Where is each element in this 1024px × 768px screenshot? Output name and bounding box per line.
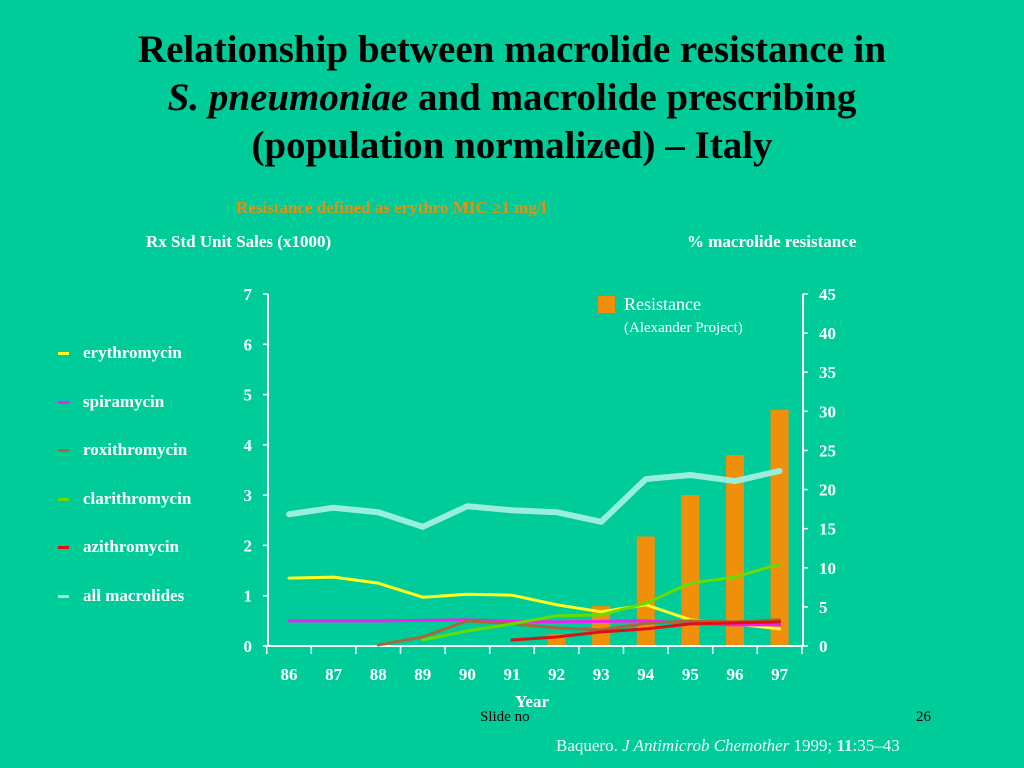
legend-item-azithromycin: azithromycin <box>58 537 191 586</box>
resistance-legend-swatch <box>598 296 615 313</box>
legend-swatch-spiramycin <box>58 400 69 404</box>
title-line-2-rest: and macrolide prescribing <box>408 76 857 119</box>
slide-title: Relationship between macrolide resistanc… <box>0 26 1024 170</box>
slide-number-label: Slide no <box>480 709 530 725</box>
left-tick-label-3: 3 <box>244 486 253 505</box>
citation-author: Baquero. <box>556 736 623 755</box>
x-tick-label-89: 89 <box>414 665 431 684</box>
citation-volume: 11 <box>836 736 853 755</box>
legend-swatch-azithromycin <box>58 546 69 550</box>
x-tick-label-96: 96 <box>727 665 744 684</box>
left-axis-title: Rx Std Unit Sales (x1000) <box>146 232 332 251</box>
right-tick-label-45: 45 <box>819 285 836 304</box>
right-tick-label-25: 25 <box>819 441 836 460</box>
right-tick-label-15: 15 <box>819 520 836 539</box>
legend-item-clarithromycin: clarithromycin <box>58 489 191 538</box>
x-tick-label-90: 90 <box>459 665 476 684</box>
citation-year: 1999; <box>789 736 837 755</box>
legend-item-roxithromycin: roxithromycin <box>58 440 191 489</box>
x-tick-label-91: 91 <box>504 665 521 684</box>
legend-swatch-roxithromycin <box>58 449 69 453</box>
series-legend: erythromycin spiramycin roxithromycin cl… <box>58 343 191 635</box>
right-tick-label-30: 30 <box>819 402 836 421</box>
x-tick-label-86: 86 <box>281 665 298 684</box>
x-tick-label-97: 97 <box>771 665 789 684</box>
x-tick-label-92: 92 <box>548 665 565 684</box>
series-line-roxithromycin <box>376 618 782 647</box>
left-tick-label-0: 0 <box>244 637 253 656</box>
legend-item-all-macrolides: all macrolides <box>58 586 191 635</box>
right-axis-title: % macrolide resistance <box>687 232 857 251</box>
citation-journal: J Antimicrob Chemother <box>622 736 790 755</box>
citation-pages: :35–43 <box>852 736 900 755</box>
legend-swatch-erythromycin <box>58 352 69 355</box>
x-axis-title: Year <box>515 692 549 711</box>
title-line-2: S. pneumoniae and macrolide prescribing <box>0 74 1024 122</box>
series-line-all-macrolides <box>286 468 783 530</box>
title-species: S. pneumoniae <box>167 76 409 119</box>
title-line-3: (population normalized) – Italy <box>251 124 773 167</box>
left-tick-label-1: 1 <box>244 587 253 606</box>
legend-label: all macrolides <box>83 585 185 605</box>
right-tick-label-5: 5 <box>819 598 828 617</box>
left-tick-label-4: 4 <box>244 436 253 455</box>
resistance-bar-97 <box>770 409 789 646</box>
title-line-1: Relationship between macrolide resistanc… <box>137 28 887 71</box>
legend-label: roxithromycin <box>83 440 188 460</box>
legend-label: erythromycin <box>83 343 182 362</box>
legend-label: clarithromycin <box>83 488 192 508</box>
page-number: 26 <box>916 709 931 725</box>
legend-item-spiramycin: spiramycin <box>58 392 191 441</box>
left-tick-label-6: 6 <box>244 335 253 354</box>
legend-label: azithromycin <box>83 537 180 557</box>
legend-swatch-clarithromycin <box>58 497 69 501</box>
legend-item-erythromycin: erythromycin <box>58 343 191 392</box>
resistance-bar-96 <box>726 455 744 646</box>
left-tick-label-5: 5 <box>244 386 253 405</box>
legend-label: spiramycin <box>83 391 165 411</box>
resistance-bar-94 <box>636 536 655 646</box>
resistance-legend-label: Resistance <box>624 294 701 314</box>
x-tick-label-94: 94 <box>637 665 655 684</box>
chart-subtitle: Resistance defined as erythro MIC ≥1 mg/… <box>236 198 547 217</box>
x-tick-label-95: 95 <box>682 665 699 684</box>
x-tick-label-93: 93 <box>593 665 610 684</box>
left-tick-label-2: 2 <box>244 536 253 555</box>
resistance-bar-95 <box>681 495 700 646</box>
x-tick-label-87: 87 <box>325 665 343 684</box>
right-tick-label-40: 40 <box>819 324 836 343</box>
right-tick-label-10: 10 <box>819 559 836 578</box>
resistance-legend-sublabel: (Alexander Project) <box>624 320 743 336</box>
right-tick-label-35: 35 <box>819 363 836 382</box>
resistance-bar-92 <box>547 634 566 646</box>
left-tick-label-7: 7 <box>244 285 253 304</box>
x-tick-label-88: 88 <box>370 665 387 684</box>
legend-swatch-all-macrolides <box>58 594 69 598</box>
citation: Baquero. J Antimicrob Chemother 1999; 11… <box>556 736 900 756</box>
right-tick-label-20: 20 <box>819 481 836 500</box>
right-tick-label-0: 0 <box>819 637 828 656</box>
